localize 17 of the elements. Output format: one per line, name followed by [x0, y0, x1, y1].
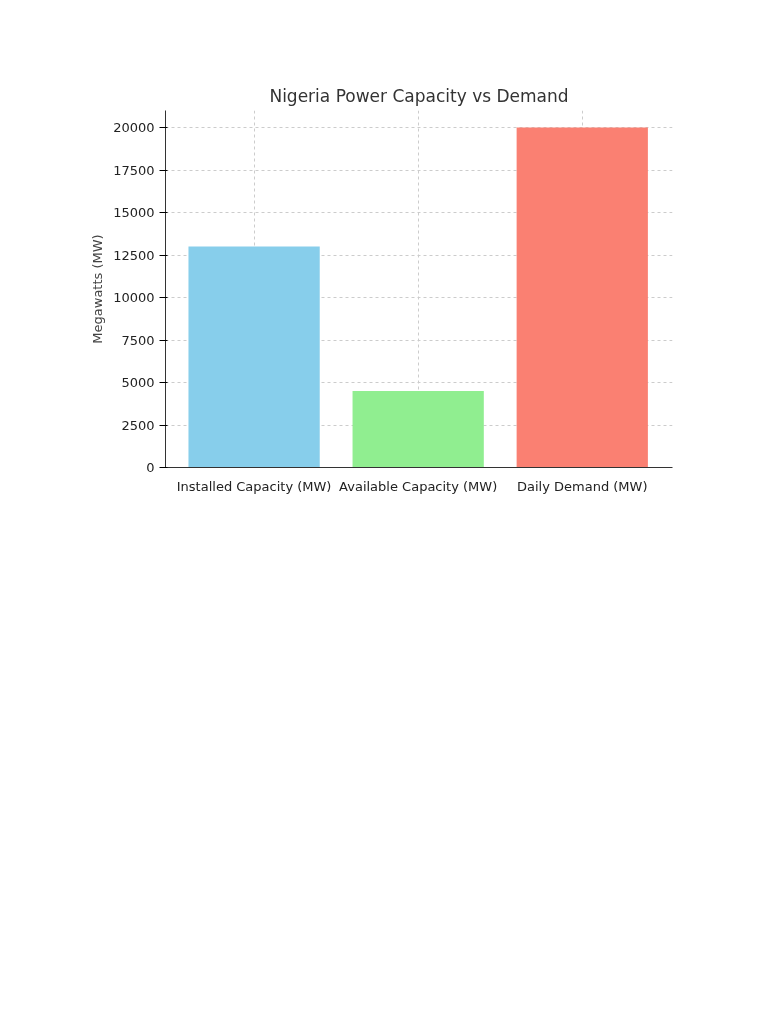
- y-axis-title: Megawatts (MW): [90, 234, 106, 344]
- y-tick-label: 2500: [121, 417, 155, 433]
- y-tick-label: 15000: [113, 205, 155, 220]
- y-tick-label: 12500: [113, 247, 155, 263]
- bar: [516, 127, 648, 468]
- bar: [188, 246, 320, 468]
- y-tick-label: 17500: [113, 162, 155, 178]
- y-tick-label: 0: [146, 460, 155, 475]
- y-tick-label: 7500: [121, 332, 155, 348]
- bar: [352, 391, 484, 468]
- x-tick-label: Daily Demand (MW): [517, 478, 648, 494]
- x-tick-label: Available Capacity (MW): [339, 478, 498, 494]
- y-tick-label: 20000: [113, 120, 155, 135]
- y-tick-label: 5000: [121, 375, 155, 390]
- x-tick-label: Installed Capacity (MW): [176, 478, 332, 494]
- y-tick-label: 10000: [113, 290, 155, 305]
- chart-title: Nigeria Power Capacity vs Demand: [269, 85, 569, 106]
